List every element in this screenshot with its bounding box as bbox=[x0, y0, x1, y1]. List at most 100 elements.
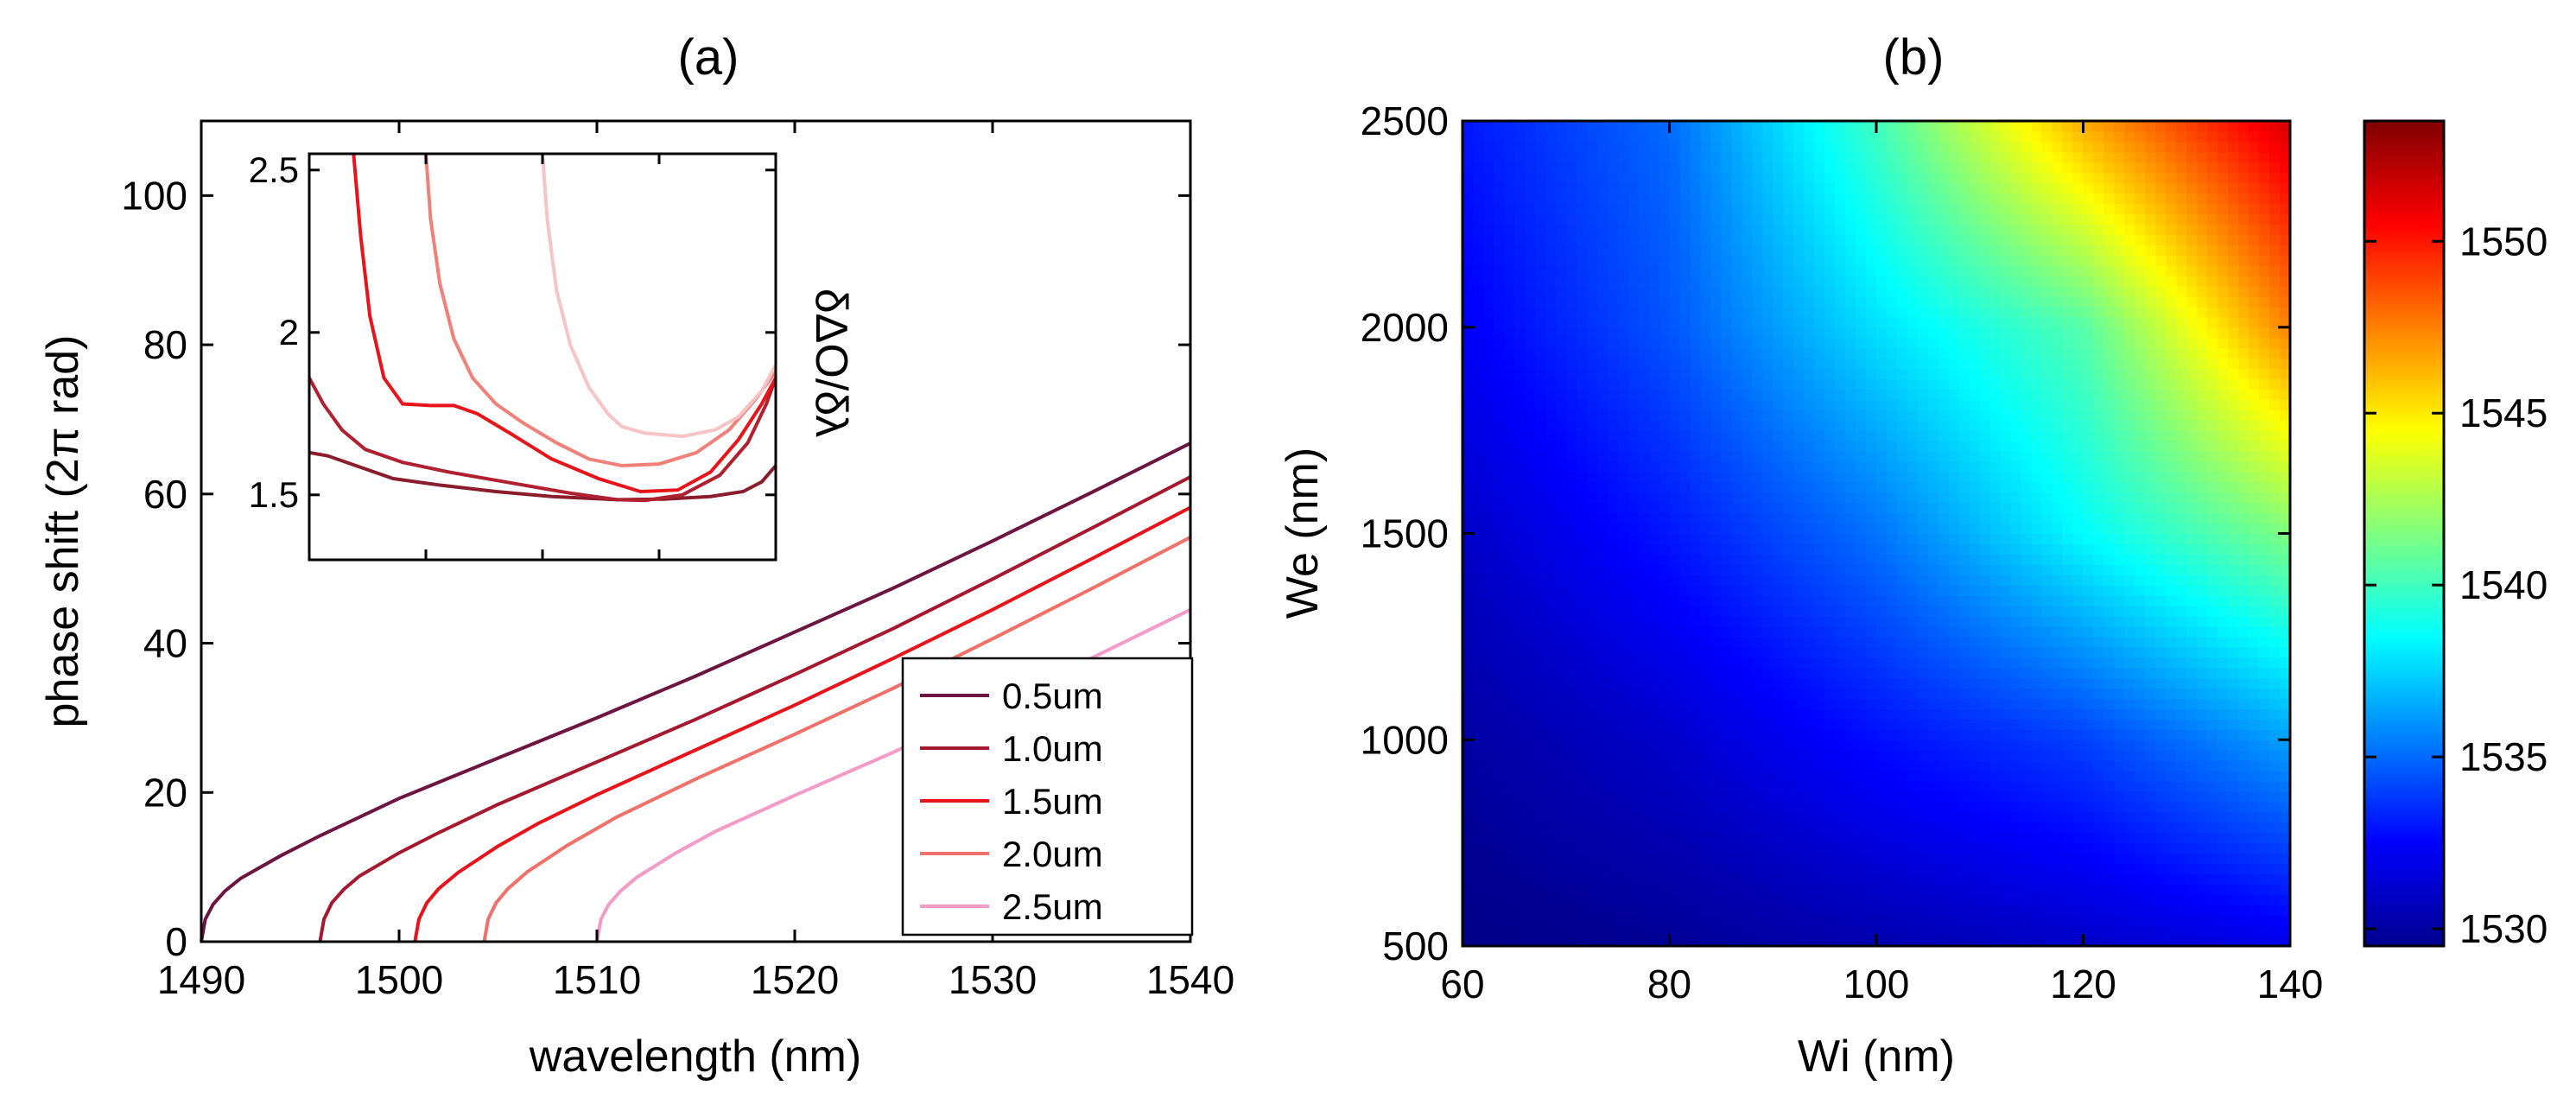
heatmap-cell bbox=[1866, 193, 1877, 205]
heatmap-cell bbox=[1969, 595, 1981, 606]
heatmap-cell bbox=[1659, 460, 1671, 473]
heatmap-cell bbox=[1721, 719, 1732, 730]
heatmap-cell bbox=[1731, 368, 1742, 380]
heatmap-cell bbox=[1917, 771, 1929, 782]
heatmap-cell bbox=[1545, 936, 1557, 947]
heatmap-cell bbox=[1917, 801, 1929, 813]
heatmap-cell bbox=[1948, 460, 1960, 473]
heatmap-cell bbox=[1700, 863, 1711, 875]
heatmap-cell bbox=[1555, 430, 1567, 441]
heatmap-cell bbox=[1617, 750, 1629, 761]
heatmap-cell bbox=[1948, 481, 1960, 493]
heatmap-cell bbox=[1565, 265, 1577, 276]
heatmap-cell bbox=[1886, 389, 1898, 400]
heatmap-cell bbox=[1493, 533, 1505, 545]
heatmap-cell bbox=[1752, 420, 1763, 431]
heatmap-cell bbox=[1938, 130, 1950, 143]
heatmap-cell bbox=[1690, 276, 1702, 287]
heatmap-cell bbox=[1824, 708, 1836, 720]
heatmap-cell bbox=[1938, 543, 1950, 555]
heatmap-cell bbox=[1555, 842, 1567, 854]
heatmap-cell bbox=[1856, 853, 1867, 865]
heatmap-cell bbox=[1555, 677, 1567, 689]
heatmap-cell bbox=[1804, 193, 1815, 205]
heatmap-cell bbox=[2052, 894, 2064, 905]
heatmap-cell bbox=[1917, 708, 1929, 720]
heatmap-cell bbox=[1896, 162, 1908, 174]
heatmap-cell bbox=[2010, 286, 2022, 297]
heatmap-cell bbox=[1938, 316, 1950, 328]
heatmap-cell bbox=[1824, 554, 1836, 565]
heatmap-cell bbox=[1742, 316, 1753, 328]
heatmap-cell bbox=[2072, 471, 2084, 483]
heatmap-cell bbox=[1835, 213, 1846, 225]
heatmap-cell bbox=[1503, 224, 1515, 235]
heatmap-cell bbox=[1783, 286, 1794, 297]
heatmap-cell bbox=[1576, 564, 1588, 575]
heatmap-cell bbox=[2062, 915, 2074, 926]
heatmap-cell bbox=[1752, 925, 1763, 936]
heatmap-cell bbox=[1948, 595, 1960, 606]
heatmap-cell bbox=[2031, 389, 2043, 400]
heatmap-cell bbox=[1783, 151, 1794, 163]
heatmap-cell bbox=[1938, 430, 1950, 441]
heatmap-cell bbox=[1907, 606, 1919, 617]
heatmap-cell bbox=[1948, 729, 1960, 740]
heatmap-cell bbox=[1948, 182, 1960, 194]
heatmap-cell bbox=[1555, 873, 1567, 885]
heatmap-cell bbox=[1948, 255, 1960, 266]
heatmap-cell bbox=[1927, 625, 1939, 638]
heatmap-cell bbox=[2041, 533, 2053, 545]
heatmap-cell bbox=[2072, 625, 2084, 638]
heatmap-cell bbox=[2072, 130, 2084, 143]
heatmap-cell bbox=[1835, 925, 1846, 936]
heatmap-cell bbox=[1835, 740, 1846, 751]
heatmap-cell bbox=[1596, 130, 1608, 143]
heatmap-cell bbox=[1773, 358, 1784, 370]
heatmap-cell bbox=[1586, 575, 1598, 586]
heatmap-cell bbox=[1938, 925, 1950, 936]
heatmap-cell bbox=[2083, 368, 2095, 380]
heatmap-cell bbox=[1731, 554, 1742, 565]
heatmap-cell bbox=[1907, 811, 1919, 823]
heatmap-cell bbox=[2041, 781, 2053, 792]
heatmap-cell bbox=[1824, 729, 1836, 740]
heatmap-cell bbox=[1886, 832, 1898, 844]
panel-a-series-group bbox=[200, 441, 1191, 943]
heatmap-cell bbox=[2072, 575, 2084, 586]
heatmap-cell bbox=[1969, 182, 1981, 194]
heatmap-cell bbox=[1596, 162, 1608, 174]
heatmap-cell bbox=[1627, 698, 1640, 710]
heatmap-cell bbox=[1938, 832, 1950, 844]
heatmap-cell bbox=[1565, 811, 1577, 823]
heatmap-cell bbox=[1866, 616, 1877, 627]
heatmap-cell bbox=[1648, 512, 1660, 524]
heatmap-cell bbox=[1958, 811, 1970, 823]
heatmap-cell bbox=[1565, 925, 1577, 936]
heatmap-cell bbox=[1979, 420, 1991, 431]
heatmap-cell bbox=[1783, 193, 1794, 205]
heatmap-cell bbox=[1989, 708, 2002, 720]
heatmap-cell bbox=[1927, 688, 1939, 700]
heatmap-cell bbox=[2072, 265, 2084, 276]
heatmap-cell bbox=[1804, 667, 1815, 679]
heatmap-cell bbox=[1896, 244, 1908, 256]
heatmap-cell bbox=[1793, 925, 1805, 936]
heatmap-cell bbox=[1596, 378, 1608, 390]
heatmap-cell bbox=[1659, 430, 1671, 441]
heatmap-cell bbox=[1596, 182, 1608, 194]
heatmap-cell bbox=[1565, 677, 1577, 689]
heatmap-cell bbox=[1762, 337, 1773, 349]
heatmap-cell bbox=[1814, 276, 1825, 287]
heatmap-cell bbox=[1896, 265, 1908, 276]
heatmap-cell bbox=[1596, 636, 1608, 648]
heatmap-cell bbox=[1462, 925, 1474, 936]
heatmap-cell bbox=[1534, 141, 1546, 153]
heatmap-cell bbox=[1917, 811, 1929, 823]
heatmap-cell bbox=[1617, 378, 1629, 390]
heatmap-cell bbox=[1679, 151, 1691, 163]
heatmap-cell bbox=[1856, 399, 1867, 410]
heatmap-cell bbox=[1513, 358, 1526, 370]
heatmap-cell bbox=[1856, 667, 1867, 679]
heatmap-cell bbox=[1462, 203, 1474, 215]
